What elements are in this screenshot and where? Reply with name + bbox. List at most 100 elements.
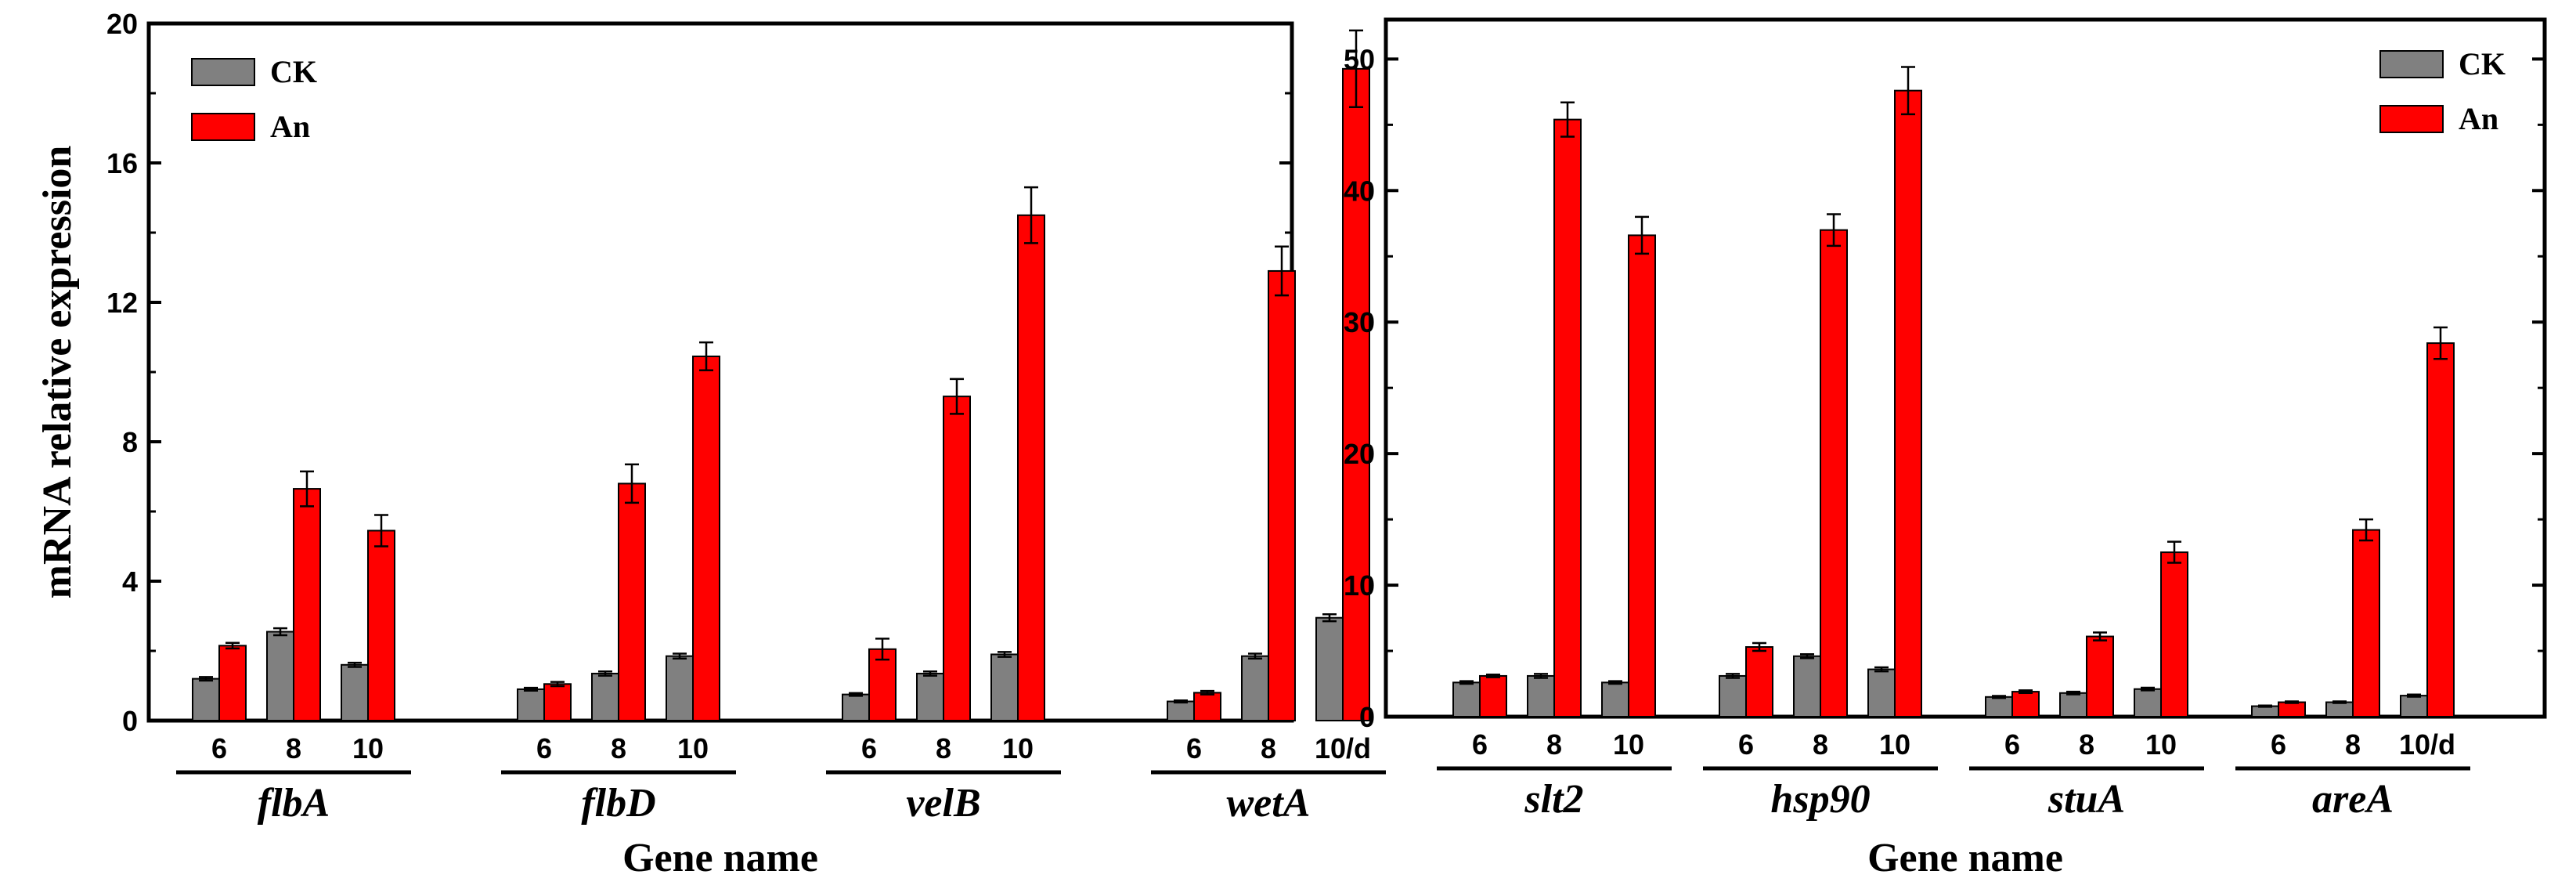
y-tick-label: 20 [1344,438,1375,470]
bar-an-stuA-6 [2011,691,2040,718]
bar-an-flbD-6 [543,683,572,722]
legend-swatch-an [191,113,255,141]
x-tick-label-day: 10 [352,732,384,764]
x-tick-label-day: 6 [1186,732,1202,764]
bar-ck-flbA-8 [266,631,294,722]
gene-label-wetA: wetA [1227,781,1311,826]
gene-label-velB: velB [906,781,980,826]
x-tick-label-day: 8 [1813,728,1828,761]
y-tick-label: 16 [106,147,138,179]
bar-an-stuA-8 [2086,635,2114,717]
y-tick-label: 20 [106,8,138,40]
legend-label-an: An [2459,101,2498,136]
bar-ck-wetA-6 [1167,700,1195,722]
y-tick-label: 30 [1344,306,1375,338]
x-tick-label-day: 6 [1472,728,1488,761]
bar-an-wetA-10/d [1342,67,1370,722]
x-tick-label-day: 8 [2345,728,2361,761]
bar-an-flbA-6 [218,645,247,722]
bar-an-hsp90-8 [1820,229,1848,717]
x-axis-title: Gene name [622,836,818,880]
y-tick-label: 8 [122,426,138,458]
bar-ck-wetA-8 [1241,655,1269,721]
bar-ck-stuA-10 [2134,688,2162,717]
bar-an-stuA-10 [2160,551,2188,718]
y-axis-title: mRNA relative expression [35,146,80,599]
y-tick-label: 12 [106,287,138,319]
bar-ck-wetA-10/d [1315,616,1344,721]
gene-label-hsp90: hsp90 [1770,777,1870,822]
plot-frame [1384,17,2547,719]
bar-ck-slt2-6 [1452,681,1481,717]
x-tick-label-day: 10 [1879,728,1910,761]
bar-an-wetA-8 [1268,269,1296,721]
x-tick-label-day: 10 [1613,728,1644,761]
bar-an-areA-6 [2278,701,2306,718]
legend-label-ck: CK [270,54,317,89]
y-tick-label: 40 [1344,175,1375,207]
bar-ck-velB-8 [916,672,944,721]
bar-an-slt2-10 [1628,234,1656,717]
gene-label-slt2: slt2 [1524,777,1583,822]
bar-an-flbA-10 [367,529,395,721]
bar-an-hsp90-6 [1745,646,1773,717]
y-tick-label: 4 [122,566,138,598]
bar-ck-slt2-8 [1527,674,1555,718]
legend-swatch-ck [191,58,255,86]
bar-an-slt2-8 [1553,118,1582,718]
bar-ck-areA-10/d [2400,695,2428,718]
bar-ck-flbD-10 [666,655,694,721]
legend-label-ck: CK [2459,46,2506,81]
bar-an-velB-6 [868,648,897,722]
bar-an-areA-8 [2352,529,2380,718]
x-tick-label-day: 10/d [1315,732,1371,764]
y-tick-label: 50 [1344,43,1375,75]
bar-an-hsp90-10 [1894,89,1922,717]
bar-ck-flbA-6 [192,678,220,721]
bar-ck-areA-8 [2325,701,2354,718]
bar-an-slt2-6 [1479,674,1507,718]
bar-ck-flbA-10 [341,663,369,721]
y-tick-label: 0 [122,705,138,737]
bar-an-flbA-8 [293,488,321,721]
gene-label-flbD: flbD [581,781,655,826]
x-tick-label-day: 10 [677,732,709,764]
bar-ck-hsp90-6 [1719,674,1747,718]
bar-ck-stuA-6 [1985,696,2013,718]
bar-ck-stuA-8 [2059,692,2087,717]
bar-ck-flbD-6 [517,688,545,722]
legend: CK An [2379,46,2506,136]
bar-ck-velB-6 [842,693,870,721]
x-tick-label-day: 8 [2079,728,2094,761]
y-tick-label: 10 [1344,569,1375,602]
bar-ck-velB-10 [990,653,1019,722]
right-panel: Gene name CK An 0 10 20 30 40 50 6 8 10 slt2 6 8 10… [1344,17,2547,880]
gene-label-stuA: stuA [2047,777,2125,822]
bar-ck-flbD-8 [591,672,619,721]
legend-label-an: An [270,109,310,144]
y-axis: 0 10 20 30 40 50 [1344,43,2545,733]
x-tick-label-day: 8 [1546,728,1562,761]
bar-ck-hsp90-10 [1867,668,1896,718]
gene-label-areA: areA [2312,777,2394,822]
x-tick-label-day: 6 [536,732,552,764]
x-tick-label-day: 10 [2145,728,2177,761]
bar-an-flbD-10 [692,355,720,721]
bar-an-areA-10/d [2426,342,2455,717]
bars [192,29,1370,722]
x-axis-title: Gene name [1867,836,2063,880]
bar-an-velB-10 [1017,214,1045,721]
x-tick-label-day: 6 [211,732,227,764]
left-panel: mRNA relative expression Gene name CK An… [35,8,1386,880]
x-tick-label-day: 10/d [2399,728,2455,761]
x-tick-label-day: 8 [1261,732,1276,764]
x-tick-label-day: 8 [611,732,626,764]
x-tick-label-day: 8 [286,732,301,764]
x-tick-label-day: 6 [2271,728,2286,761]
bar-ck-slt2-10 [1601,681,1629,717]
legend-swatch-an [2379,105,2444,133]
x-tick-label-day: 10 [1002,732,1034,764]
